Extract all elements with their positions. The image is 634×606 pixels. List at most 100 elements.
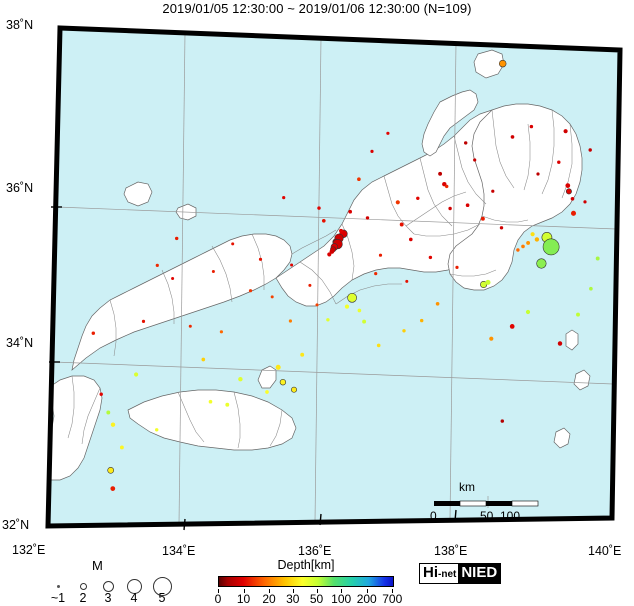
- earthquake-marker[interactable]: [516, 248, 520, 252]
- earthquake-marker[interactable]: [231, 242, 235, 246]
- earthquake-marker[interactable]: [315, 303, 319, 307]
- earthquake-marker[interactable]: [565, 188, 572, 195]
- earthquake-marker[interactable]: [288, 319, 292, 323]
- earthquake-marker[interactable]: [386, 131, 390, 135]
- earthquake-marker[interactable]: [595, 256, 600, 261]
- earthquake-marker[interactable]: [265, 390, 269, 394]
- earthquake-marker[interactable]: [485, 279, 491, 285]
- earthquake-marker[interactable]: [275, 364, 281, 370]
- earthquake-marker[interactable]: [489, 336, 494, 341]
- earthquake-marker[interactable]: [563, 129, 568, 134]
- earthquake-marker[interactable]: [480, 216, 485, 221]
- earthquake-marker[interactable]: [141, 319, 146, 323]
- earthquake-marker[interactable]: [589, 286, 593, 291]
- earthquake-marker[interactable]: [106, 410, 111, 415]
- earthquake-marker[interactable]: [536, 172, 540, 176]
- earthquake-marker[interactable]: [110, 422, 116, 427]
- earthquake-marker[interactable]: [588, 148, 592, 152]
- earthquake-marker[interactable]: [110, 486, 116, 491]
- earthquake-marker[interactable]: [321, 218, 326, 223]
- earthquake-marker[interactable]: [339, 228, 343, 233]
- earthquake-marker[interactable]: [362, 319, 367, 324]
- earthquake-marker[interactable]: [509, 324, 515, 329]
- earthquake-marker[interactable]: [374, 272, 378, 276]
- earthquake-marker[interactable]: [99, 392, 103, 396]
- earthquake-marker[interactable]: [378, 253, 383, 257]
- earthquake-marker[interactable]: [473, 158, 477, 162]
- earthquake-marker[interactable]: [405, 279, 409, 283]
- earthquake-marker[interactable]: [521, 244, 525, 249]
- earthquake-marker[interactable]: [171, 276, 175, 281]
- earthquake-marker[interactable]: [395, 200, 400, 205]
- earthquake-marker[interactable]: [238, 376, 243, 382]
- seismicity-map[interactable]: km 0 50 100: [0, 18, 634, 538]
- earthquake-marker[interactable]: [463, 141, 468, 145]
- earthquake-marker[interactable]: [357, 177, 361, 182]
- earthquake-marker[interactable]: [154, 428, 159, 432]
- earthquake-marker[interactable]: [444, 184, 449, 189]
- earthquake-marker[interactable]: [576, 312, 580, 317]
- earthquake-marker[interactable]: [438, 171, 443, 176]
- earthquake-marker[interactable]: [279, 379, 287, 386]
- earthquake-marker[interactable]: [219, 330, 223, 334]
- earthquake-marker[interactable]: [308, 283, 312, 287]
- earthquake-marker[interactable]: [542, 238, 560, 256]
- earthquake-marker[interactable]: [529, 124, 534, 129]
- earthquake-marker[interactable]: [557, 160, 561, 164]
- earthquake-marker[interactable]: [435, 301, 440, 306]
- earthquake-marker[interactable]: [498, 59, 507, 68]
- earthquake-marker[interactable]: [327, 252, 332, 257]
- earthquake-marker[interactable]: [326, 318, 330, 322]
- earthquake-marker[interactable]: [499, 226, 504, 230]
- earthquake-marker[interactable]: [225, 402, 230, 407]
- earthquake-marker[interactable]: [91, 331, 96, 335]
- earthquake-marker[interactable]: [174, 236, 179, 241]
- map-canvas[interactable]: [0, 18, 634, 538]
- earthquake-marker[interactable]: [370, 149, 374, 153]
- earthquake-marker[interactable]: [565, 183, 571, 188]
- earthquake-marker[interactable]: [347, 292, 357, 303]
- earthquake-marker[interactable]: [448, 206, 452, 211]
- hinet-nied-logo[interactable]: Hi -net NIED: [419, 563, 502, 584]
- earthquake-markers[interactable]: [91, 59, 600, 491]
- earthquake-marker[interactable]: [282, 196, 286, 200]
- earthquake-marker[interactable]: [201, 357, 206, 362]
- earthquake-marker[interactable]: [376, 343, 381, 348]
- earthquake-marker[interactable]: [348, 209, 353, 214]
- earthquake-marker[interactable]: [557, 341, 563, 346]
- earthquake-marker[interactable]: [510, 135, 515, 139]
- earthquake-marker[interactable]: [419, 318, 424, 323]
- earthquake-marker[interactable]: [270, 295, 274, 299]
- earthquake-marker[interactable]: [211, 269, 215, 274]
- earthquake-marker[interactable]: [188, 324, 192, 328]
- earthquake-marker[interactable]: [570, 210, 577, 216]
- earthquake-marker[interactable]: [491, 189, 495, 193]
- earthquake-marker[interactable]: [408, 237, 413, 242]
- earthquake-marker[interactable]: [526, 240, 531, 245]
- earthquake-marker[interactable]: [119, 445, 124, 450]
- earthquake-marker[interactable]: [525, 309, 531, 315]
- earthquake-marker[interactable]: [428, 255, 433, 260]
- earthquake-marker[interactable]: [416, 196, 420, 201]
- earthquake-marker[interactable]: [155, 263, 159, 267]
- earthquake-marker[interactable]: [465, 203, 470, 208]
- earthquake-marker[interactable]: [455, 265, 459, 269]
- earthquake-marker[interactable]: [500, 419, 505, 423]
- earthquake-marker[interactable]: [534, 237, 540, 242]
- earthquake-marker[interactable]: [291, 386, 297, 393]
- earthquake-marker[interactable]: [530, 232, 535, 237]
- earthquake-marker[interactable]: [402, 329, 406, 333]
- earthquake-marker[interactable]: [258, 257, 263, 261]
- earthquake-marker[interactable]: [583, 200, 587, 204]
- earthquake-marker[interactable]: [329, 249, 335, 254]
- earthquake-marker[interactable]: [248, 289, 253, 293]
- earthquake-marker[interactable]: [300, 352, 305, 357]
- earthquake-marker[interactable]: [208, 399, 213, 404]
- earthquake-marker[interactable]: [107, 466, 115, 474]
- earthquake-marker[interactable]: [399, 222, 404, 227]
- earthquake-marker[interactable]: [317, 206, 321, 210]
- earthquake-marker[interactable]: [290, 263, 294, 267]
- earthquake-marker[interactable]: [344, 304, 350, 309]
- earthquake-marker[interactable]: [357, 308, 362, 313]
- earthquake-marker[interactable]: [570, 196, 575, 201]
